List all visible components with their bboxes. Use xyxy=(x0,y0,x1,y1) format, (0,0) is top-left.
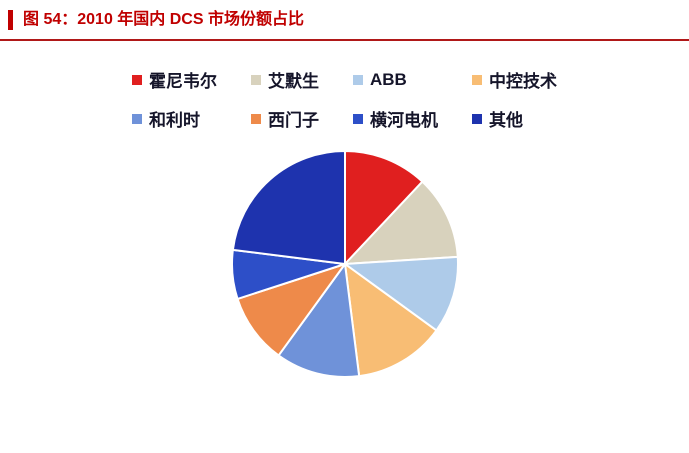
legend-label: 其他 xyxy=(489,111,523,130)
pie-chart xyxy=(230,150,459,378)
legend-label: 艾默生 xyxy=(268,72,319,91)
legend-swatch-icon xyxy=(132,74,142,85)
legend-swatch-icon xyxy=(251,113,261,124)
legend-label: 西门子 xyxy=(268,111,319,130)
legend-label: 中控技术 xyxy=(489,72,557,91)
pie-slice-其他 xyxy=(231,150,346,265)
figure-header: 图 54：2010 年国内 DCS 市场份额占比 xyxy=(0,0,689,41)
pie-slice-艾默生 xyxy=(343,180,459,265)
pie-slice-中控技术 xyxy=(343,263,437,378)
legend-label: 和利时 xyxy=(149,111,200,130)
legend-swatch-icon xyxy=(251,74,261,85)
legend-item-6: 横河电机 xyxy=(353,106,438,131)
legend-swatch-icon xyxy=(472,74,482,85)
pie-chart-area xyxy=(0,147,689,381)
legend-swatch-icon xyxy=(472,113,482,124)
legend-label: 横河电机 xyxy=(370,111,438,130)
pie-slice-和利时 xyxy=(277,263,360,378)
legend-item-7: 其他 xyxy=(472,106,557,131)
chart-legend: 霍尼韦尔 艾默生 ABB 中控技术和利时 西门子 横河电机 其他 xyxy=(132,67,557,131)
legend-item-3: 中控技术 xyxy=(472,67,557,92)
figure-title: 图 54：2010 年国内 DCS 市场份额占比 xyxy=(8,10,304,30)
legend-item-1: 艾默生 xyxy=(251,67,319,92)
legend-label: 霍尼韦尔 xyxy=(149,72,217,91)
legend-swatch-icon xyxy=(353,74,363,85)
legend-item-0: 霍尼韦尔 xyxy=(132,67,217,92)
pie-slice-西门子 xyxy=(236,263,346,357)
legend-swatch-icon xyxy=(353,113,363,124)
pie-slice-霍尼韦尔 xyxy=(343,150,423,265)
pie-slice-ABB xyxy=(343,255,459,332)
legend-item-5: 西门子 xyxy=(251,106,319,131)
legend-swatch-icon xyxy=(132,113,142,124)
legend-item-4: 和利时 xyxy=(132,106,217,131)
legend-label: ABB xyxy=(370,69,407,89)
legend-item-2: ABB xyxy=(353,67,438,92)
